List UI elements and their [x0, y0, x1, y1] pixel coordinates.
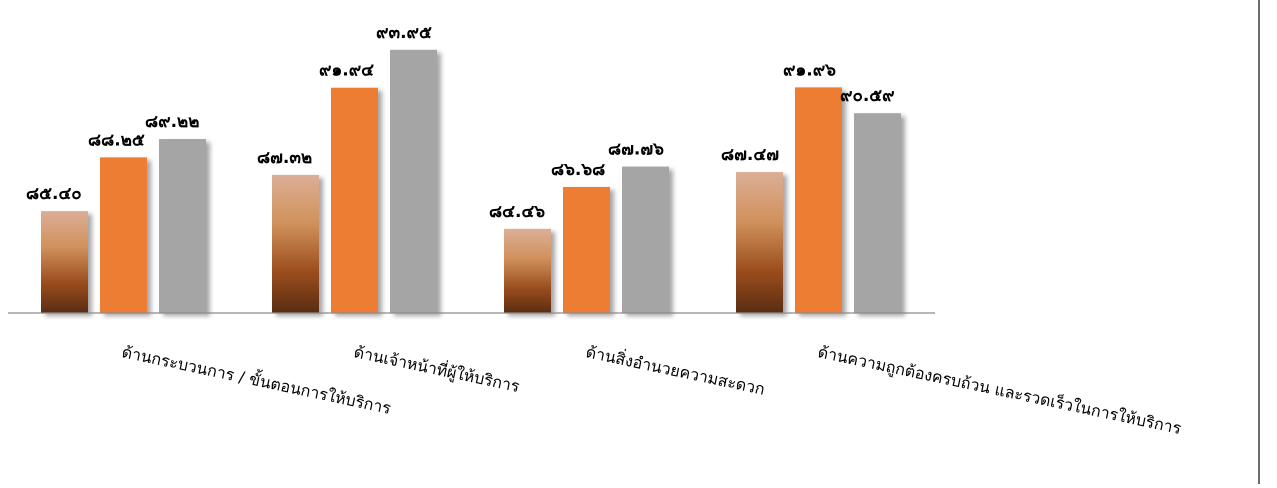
bar-series-1-cat-2	[272, 174, 319, 313]
data-label-series-3-cat-4: ๙๐.๕๙	[840, 86, 895, 106]
data-label-series-2-cat-3: ๘๖.๖๘	[551, 160, 605, 180]
category-label-4: ด้านความถูกต้องครบถ้วน และรวดเร็วในการให…	[816, 341, 1184, 439]
data-label-series-1-cat-3: ๘๔.๔๖	[489, 202, 545, 222]
bar-series-1-cat-4	[736, 172, 783, 313]
category-label-1: ด้านกระบวนการ / ขั้นตอนการให้บริการ	[120, 340, 393, 418]
bar-series-3-cat-2	[390, 49, 437, 314]
data-label-series-3-cat-2: ๙๓.๙๕	[376, 23, 432, 43]
data-label-series-1-cat-1: ๘๕.๔๐	[26, 184, 82, 204]
data-label-series-2-cat-4: ๙๑.๙๖	[783, 60, 836, 80]
bar-series-2-cat-2	[331, 87, 378, 314]
data-label-series-2-cat-1: ๘๘.๒๕	[88, 130, 145, 150]
bar-series-3-cat-1	[159, 139, 206, 313]
data-label-series-1-cat-2: ๘๗.๓๒	[257, 148, 312, 168]
bar-series-3-cat-4	[854, 113, 901, 314]
data-label-series-1-cat-4: ๘๗.๔๗	[721, 145, 779, 165]
data-label-series-2-cat-2: ๙๑.๙๔	[319, 61, 374, 81]
bar-series-3-cat-3	[622, 166, 669, 313]
category-label-3: ด้านสิ่งอำนวยความสะดวก	[584, 340, 767, 398]
category-label-2: ด้านเจ้าหน้าที่ผู้ให้บริการ	[352, 340, 522, 397]
bar-series-1-cat-1	[41, 211, 88, 313]
bar-series-2-cat-4	[795, 87, 842, 313]
bar-series-1-cat-3	[504, 228, 551, 313]
right-edge-border	[1258, 0, 1260, 484]
bar-series-2-cat-3	[563, 186, 610, 313]
bar-series-2-cat-1	[100, 157, 147, 313]
data-label-series-3-cat-3: ๘๗.๗๖	[608, 140, 664, 160]
data-label-series-3-cat-1: ๘๙.๒๒	[145, 112, 199, 132]
